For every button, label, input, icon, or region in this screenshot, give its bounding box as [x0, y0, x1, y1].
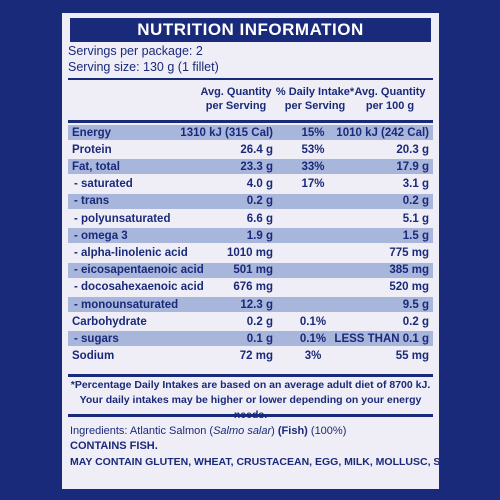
- daily-intake-value: 17%: [301, 178, 325, 191]
- header-text: Avg. Quantity per Serving: [200, 86, 272, 112]
- servings-per-package: Servings per package: 2: [68, 44, 203, 58]
- per-100g-value: 1010 kJ (242 Cal): [336, 126, 429, 139]
- footnote: *Percentage Daily Intakes are based on a…: [70, 379, 431, 421]
- per-100g-value: 385 mg: [389, 264, 429, 277]
- panel-title: NUTRITION INFORMATION: [70, 18, 431, 42]
- nutrient-name: Carbohydrate: [72, 315, 147, 328]
- daily-intake-value: 15%: [301, 126, 325, 139]
- per-serving-value: 6.6 g: [246, 212, 273, 225]
- nutrient-name: Fat, total: [72, 160, 120, 173]
- per-serving-value: 0.2 g: [246, 315, 273, 328]
- per-100g-value: 17.9 g: [396, 160, 429, 173]
- per-serving-value: 0.2 g: [246, 195, 273, 208]
- per-100g-value: 0.2 g: [402, 315, 429, 328]
- table-row: - polyunsaturated 6.6 g 5.1 g: [68, 211, 433, 226]
- per-100g-value: 55 mg: [395, 350, 429, 363]
- nutrient-name: - polyunsaturated: [74, 212, 171, 225]
- divider-thick: [68, 120, 433, 123]
- nutrient-name: Energy: [72, 126, 111, 139]
- daily-intake-value: 33%: [301, 160, 325, 173]
- per-100g-value: 3.1 g: [402, 178, 429, 191]
- table-row: - monounsaturated 12.3 g 9.5 g: [68, 297, 433, 312]
- per-100g-value: 0.2 g: [402, 195, 429, 208]
- table-row: Energy 1310 kJ (315 Cal) 15% 1010 kJ (242 C…: [68, 125, 433, 140]
- per-serving-value: 12.3 g: [240, 298, 273, 311]
- nutrient-name: - docosahexaenoic acid: [74, 281, 204, 294]
- per-serving-value: 72 mg: [239, 350, 273, 363]
- header-text: Avg. Quantity per 100 g: [354, 86, 426, 112]
- daily-intake-value: 53%: [301, 143, 325, 156]
- per-serving-value: 26.4 g: [240, 143, 273, 156]
- may-contain-statement: MAY CONTAIN GLUTEN, WHEAT, CRUSTACEAN, E…: [70, 456, 458, 468]
- per-100g-value: 5.1 g: [402, 212, 429, 225]
- ingredients-end: (100%): [307, 425, 347, 437]
- header-per-serving: Avg. Quantity per Serving: [196, 85, 276, 113]
- per-100g-value: 1.5 g: [402, 229, 429, 242]
- table-row: - alpha-linolenic acid 1010 mg 775 mg: [68, 245, 433, 260]
- table-row: Protein 26.4 g 53% 20.3 g: [68, 142, 433, 157]
- per-100g-value: 20.3 g: [396, 143, 429, 156]
- nutrition-panel: [62, 13, 439, 489]
- table-row: - sugars 0.1 g 0.1% LESS THAN 0.1 g: [68, 331, 433, 347]
- header-text: % Daily Intake* per Serving: [275, 86, 355, 112]
- table-row: - eicosapentaenoic acid 501 mg 385 mg: [68, 262, 433, 278]
- per-serving-value: 23.3 g: [240, 160, 273, 173]
- table-row: Carbohydrate 0.2 g 0.1% 0.2 g: [68, 314, 433, 329]
- serving-size: Serving size: 130 g (1 fillet): [68, 60, 219, 74]
- header-daily-intake: % Daily Intake* per Serving: [275, 85, 355, 113]
- daily-intake-value: 0.1%: [299, 332, 327, 345]
- per-100g-value: LESS THAN 0.1 g: [334, 332, 429, 345]
- table-row: - docosahexaenoic acid 676 mg 520 mg: [68, 280, 433, 295]
- ingredients: Ingredients: Atlantic Salmon (Salmo sala…: [70, 425, 346, 437]
- daily-intake-value: 3%: [304, 350, 322, 363]
- ingredients-prefix: Ingredients: Atlantic Salmon (: [70, 425, 214, 437]
- per-serving-value: 501 mg: [233, 264, 273, 277]
- nutrient-name: - eicosapentaenoic acid: [74, 264, 204, 277]
- ingredients-allergen: (Fish): [277, 425, 308, 437]
- per-serving-value: 4.0 g: [246, 178, 273, 191]
- per-serving-value: 1.9 g: [246, 229, 273, 242]
- per-serving-value: 0.1 g: [246, 332, 273, 345]
- nutrient-name: - alpha-linolenic acid: [74, 246, 188, 259]
- ingredients-suffix: ): [271, 425, 278, 437]
- per-serving-value: 676 mg: [233, 281, 273, 294]
- table-row: - omega 3 1.9 g 1.5 g: [68, 228, 433, 244]
- nutrient-name: - trans: [74, 195, 110, 208]
- per-100g-value: 775 mg: [389, 246, 429, 259]
- header-per-100g: Avg. Quantity per 100 g: [350, 85, 430, 113]
- per-100g-value: 520 mg: [389, 281, 429, 294]
- nutrient-name: - monounsaturated: [74, 298, 179, 311]
- table-row: - saturated 4.0 g 17% 3.1 g: [68, 177, 433, 192]
- per-100g-value: 9.5 g: [402, 298, 429, 311]
- nutrient-name: Protein: [72, 143, 112, 156]
- divider-thick: [68, 414, 433, 417]
- nutrient-name: Sodium: [72, 350, 115, 363]
- table-row: Sodium 72 mg 3% 55 mg: [68, 349, 433, 364]
- contains-statement: CONTAINS FISH.: [70, 440, 158, 452]
- table-row: - trans 0.2 g 0.2 g: [68, 193, 433, 209]
- nutrient-name: - omega 3: [74, 229, 128, 242]
- divider-thick: [68, 374, 433, 377]
- daily-intake-value: 0.1%: [299, 315, 327, 328]
- divider: [68, 78, 433, 80]
- per-serving-value: 1010 mg: [226, 246, 273, 259]
- per-serving-value: 1310 kJ (315 Cal): [180, 126, 273, 139]
- ingredients-latin: Salmo salar: [213, 425, 272, 437]
- nutrient-name: - saturated: [74, 178, 133, 191]
- nutrient-name: - sugars: [74, 332, 119, 345]
- table-row: Fat, total 23.3 g 33% 17.9 g: [68, 159, 433, 175]
